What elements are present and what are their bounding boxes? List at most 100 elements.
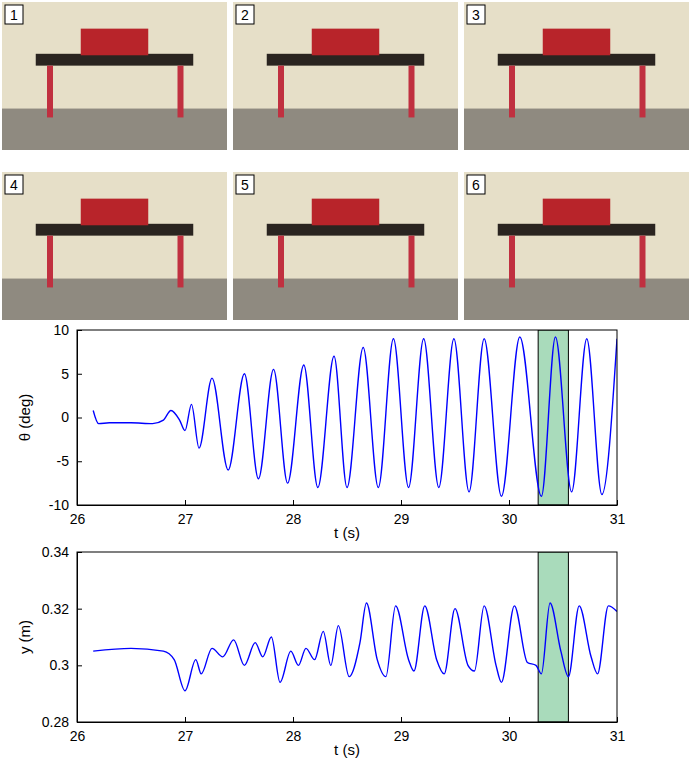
data-line [93,603,617,691]
tick-mark [509,500,510,505]
photo-robot-body [81,199,149,226]
tick-mark [77,374,82,375]
tick: -5 [57,453,82,469]
photo-robot-leg [278,236,284,288]
photo-floor [2,109,227,150]
photo-robot-leg [178,66,184,118]
tick-mark [401,717,402,722]
x-axis: 26 27 28 29 30 31 [70,500,626,527]
tick-label: 27 [178,728,194,744]
tick-mark [77,418,82,419]
photo-label: 2 [241,7,249,23]
photo-robot-leg [509,66,515,118]
tick: 27 [178,500,194,527]
photo-robot-leg [409,236,415,288]
tick-label: 0.28 [42,714,69,730]
y-axis-title: θ (deg) [16,394,33,442]
photo-robot-frame [267,54,425,66]
x-axis-title: t (s) [334,741,360,758]
photo-robot-leg [47,236,53,288]
plot-background [77,330,617,505]
photo-robot-frame [36,224,194,236]
tick-label: 29 [394,511,410,527]
tick-label: 0.3 [50,657,70,673]
tick-label: 28 [286,728,302,744]
chart: 2627282930310.280.30.320.34t (s)y (m) [16,544,625,758]
photo-label: 5 [241,177,249,193]
photo-label-box [467,5,485,24]
photo-robot-frame [267,224,425,236]
photo-label: 4 [10,177,18,193]
x-axis-title: t (s) [334,524,360,541]
plot-frame [77,552,617,722]
tick-label: 31 [610,728,626,744]
photo-floor [464,109,689,150]
photo-robot-frame [36,54,194,66]
photo-robot-leg [640,66,646,118]
tick: 0.32 [42,601,82,617]
plot-background [77,552,617,722]
plot-area [93,552,617,722]
tick: 30 [502,717,518,744]
tick-label: -5 [57,453,70,469]
tick: 0 [61,409,82,425]
tick-label: -10 [49,497,69,513]
photo-floor [233,109,458,150]
photo-background [233,2,458,150]
data-line [93,337,617,496]
photo-robot-body [81,29,149,56]
photo-background [233,172,458,320]
tick-mark [185,500,186,505]
photo-frame: 5 [233,172,458,320]
x-axis: 262728293031 [70,717,626,744]
tick: 27 [178,717,194,744]
tick-mark [185,717,186,722]
tick-mark [401,500,402,505]
photo-floor [2,279,227,320]
tick: 31 [610,717,626,744]
photo-label-box [5,175,23,194]
photo-robot-body [312,29,380,56]
photo-robot-leg [509,236,515,288]
photo-robot-leg [47,66,53,118]
tick-label: 10 [53,322,69,338]
figure: 123456262728293031-10-50510t (s)θ (deg)2… [0,0,691,763]
photo-robot-frame [498,54,656,66]
photo-background [464,2,689,150]
photo-floor [233,279,458,320]
tick: 5 [61,366,82,382]
photo-robot-body [543,199,611,226]
y-axis-title: y (m) [16,620,33,654]
tick-label: 0.34 [42,544,69,560]
photo-frame: 1 [2,2,227,150]
tick: 29 [394,717,410,744]
photo-label-box [467,175,485,194]
photo-robot-body [312,199,380,226]
photo-label-box [236,5,254,24]
tick-label: 0.32 [42,601,69,617]
plot-area [93,330,617,505]
tick: 0.28 [42,714,82,730]
highlight-band [538,552,568,722]
tick-mark [509,717,510,722]
tick-label: 26 [70,511,86,527]
photo-robot-frame [498,224,656,236]
photo-label-box [236,175,254,194]
photo-label: 3 [472,7,480,23]
tick: 29 [394,500,410,527]
tick-label: 30 [502,728,518,744]
photo-floor [464,279,689,320]
tick-mark [293,717,294,722]
tick: 28 [286,500,302,527]
tick: 30 [502,500,518,527]
tick-mark [77,461,82,462]
y-axis: 0.28 0.3 0.32 0.34 [42,544,82,730]
tick-label: 5 [61,366,69,382]
photo-robot-leg [640,236,646,288]
photo-robot-leg [178,236,184,288]
tick-label: 30 [502,511,518,527]
tick-label: 28 [286,511,302,527]
photo-label-box [5,5,23,24]
photo-robot-body [543,29,611,56]
tick-label: 31 [610,511,626,527]
